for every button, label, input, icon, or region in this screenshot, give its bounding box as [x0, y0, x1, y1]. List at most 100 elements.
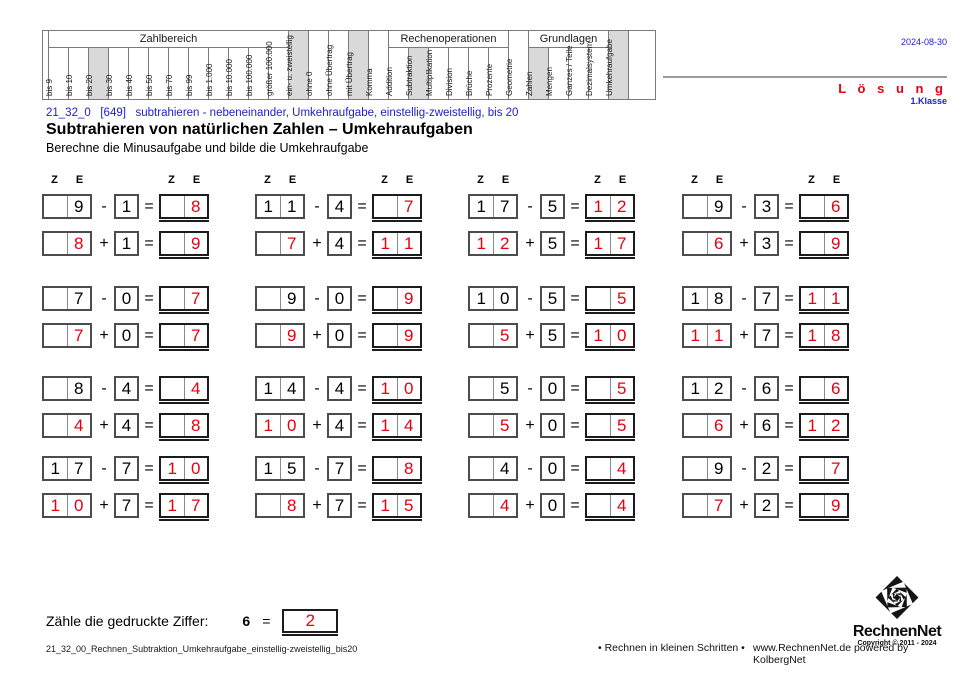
result-pair: 6 [799, 194, 849, 219]
ones-box: 9 [396, 288, 421, 309]
filter-column: bis 1.000 [205, 48, 229, 99]
ones-box: 5 [492, 415, 517, 436]
minuend-pair: 4 [468, 456, 518, 481]
result-underline: 6 [799, 376, 849, 404]
equals-sign: = [357, 497, 367, 514]
tens-box: 1 [593, 197, 603, 216]
ones-box: 9 [706, 196, 731, 217]
equals-sign: = [570, 417, 580, 434]
equals-sign: = [144, 380, 154, 397]
addition-line: 7 +4 = 1 1 [255, 231, 435, 261]
result-underline: 9 [372, 323, 422, 351]
ones-box: 0 [183, 458, 208, 479]
ones-box: 1 [396, 233, 421, 254]
tens-label: Z [51, 174, 58, 186]
operand-box: 4 [114, 413, 139, 438]
plus-sign: + [99, 327, 109, 344]
operand-box: 2 [754, 493, 779, 518]
ones-label: E [832, 174, 841, 186]
result-pair: 9 [372, 323, 422, 348]
minuend-pair: 4 [42, 413, 92, 438]
tens-box [684, 196, 707, 217]
result-underline: 9 [799, 493, 849, 521]
slogan-text: • Rechnen in kleinen Schritten • [598, 642, 745, 654]
minuend-pair: 7 [42, 286, 92, 311]
result-underline: 7 [159, 323, 209, 351]
equals-sign: = [784, 235, 794, 252]
tens-box: 1 [167, 459, 177, 478]
ones-box: 5 [609, 378, 634, 399]
filter-group-header: Zahlbereich [49, 31, 289, 48]
ones-box: 7 [279, 233, 304, 254]
addition-line: 5 +5 = 1 0 [468, 323, 648, 353]
tens-box [801, 378, 824, 399]
filter-column: Zahlen [525, 48, 549, 99]
filter-column: bis 40 [125, 48, 149, 99]
result-pair: 9 [799, 493, 849, 518]
addition-line: 6 +3 = 9 [682, 231, 862, 261]
result-pair: 6 [799, 376, 849, 401]
minus-sign: - [314, 380, 320, 397]
filter-column: bis 9 [45, 48, 69, 99]
addition-line: 5 +0 = 5 [468, 413, 648, 443]
minuend-pair: 5 [468, 413, 518, 438]
equals-sign: = [357, 460, 367, 477]
plus-sign: + [99, 417, 109, 434]
tens-box [161, 233, 184, 254]
tens-box [161, 196, 184, 217]
addition-line: 8 +7 = 1 5 [255, 493, 435, 523]
ones-box: 5 [396, 495, 421, 516]
operand-box: 7 [114, 456, 139, 481]
problem-pair: 9-3 = 6 6 +3 = 9 [682, 194, 862, 261]
plus-sign: + [99, 235, 109, 252]
addition-line: 7 +0 = 7 [42, 323, 222, 353]
tens-box [374, 458, 397, 479]
filter-column: Geometrie [505, 31, 529, 99]
tens-box: 1 [476, 289, 486, 308]
tens-box [161, 415, 184, 436]
tens-box [587, 495, 610, 516]
operand-box: 0 [327, 286, 352, 311]
filter-column: Komma [365, 31, 389, 99]
ones-box: 8 [706, 288, 731, 309]
ones-box: 7 [183, 288, 208, 309]
ones-box: 8 [66, 378, 91, 399]
filter-column-label: Division [445, 67, 454, 96]
result-pair: 8 [159, 194, 209, 219]
minus-sign: - [527, 380, 533, 397]
ones-box: 4 [609, 495, 634, 516]
problem-pair: 1 0-5 = 5 5 +5 = 1 0 [468, 286, 648, 353]
minuend-pair: 9 [682, 194, 732, 219]
tens-box: 1 [807, 326, 817, 345]
result-underline: 7 [159, 286, 209, 314]
minus-sign: - [101, 198, 107, 215]
filter-column-label: Dezimalsystem [585, 41, 594, 96]
tens-box [257, 325, 280, 346]
minuend-pair: 7 [255, 231, 305, 256]
minuend-pair: 7 [42, 323, 92, 348]
operand-box: 4 [327, 376, 352, 401]
problems-area: Z E Z E Z E Z E Z E Z E Z E Z E 9-1 = 8 8 +1 = 9 1 1-4 = 7 7 +4 = 1 1 1 7… [42, 174, 922, 534]
result-pair: 4 [585, 456, 635, 481]
ones-box: 2 [609, 196, 634, 217]
filter-table: Zahlbereich bis 9 bis 10 bis 20 bis 30 bis 40… [42, 30, 656, 100]
ones-box: 0 [396, 378, 421, 399]
result-pair: 5 [585, 286, 635, 311]
minus-sign: - [314, 460, 320, 477]
filter-column-label: bis 20 [85, 74, 94, 96]
ones-box: 2 [823, 415, 848, 436]
problem-pair: 7-0 = 7 7 +0 = 7 [42, 286, 222, 353]
subtraction-line: 8-4 = 4 [42, 376, 222, 406]
tens-box [684, 233, 707, 254]
ones-box: 4 [492, 495, 517, 516]
ones-box: 5 [492, 378, 517, 399]
filter-column-label: Komma [365, 68, 374, 96]
tens-box [44, 233, 67, 254]
ones-box: 7 [66, 288, 91, 309]
